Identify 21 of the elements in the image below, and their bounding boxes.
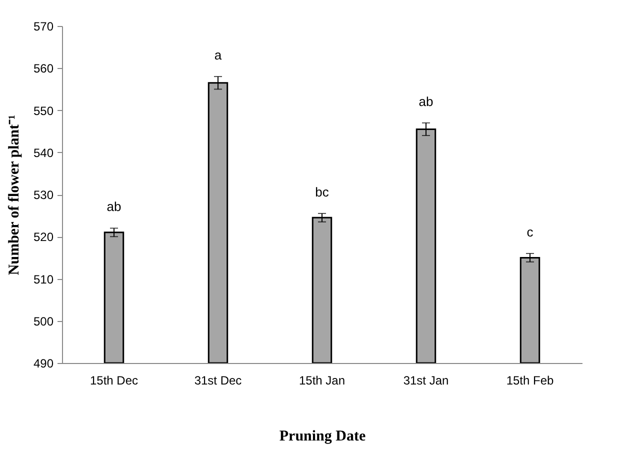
data-label: bc [315,184,330,200]
y-tick-label: 510 [33,272,54,286]
y-tick-label: 560 [33,62,54,76]
data-label: ab [418,94,434,109]
y-tick-label: 520 [33,230,54,244]
data-label: ab [106,199,122,214]
data-label: a [214,48,222,63]
y-tick-label: 550 [33,104,54,118]
y-tick-label: 500 [33,314,54,328]
x-tick-label: 31st Dec [194,374,242,388]
data-label: c [526,224,534,240]
x-tick-label: 15th Jan [298,374,346,388]
x-tick-label: 15th Feb [506,374,554,388]
x-axis-title: Pruning Date [279,428,366,444]
y-tick-label: 570 [33,20,54,34]
y-axis-title: Number of flower plant⁻¹ [6,114,22,276]
x-tick-label: 15th Dec [90,374,138,388]
x-tick-label: 31st Jan [403,374,449,388]
y-tick-label: 490 [33,356,54,370]
y-tick-label: 540 [33,146,54,160]
y-tick-label: 530 [33,188,54,202]
